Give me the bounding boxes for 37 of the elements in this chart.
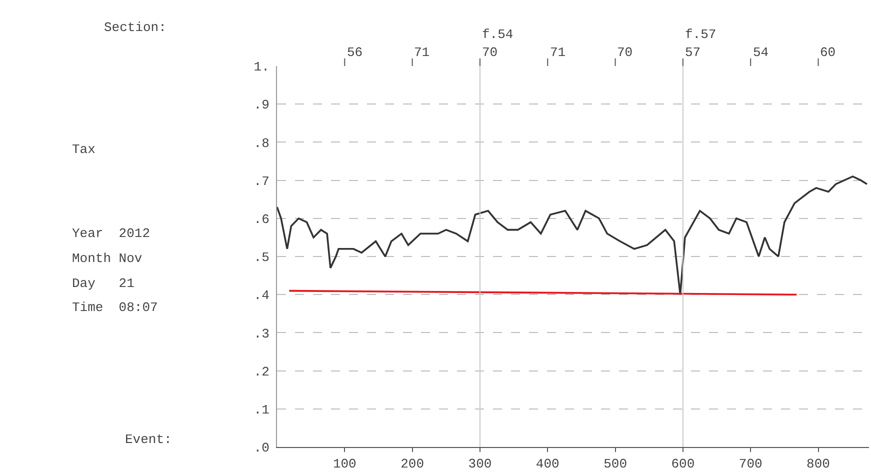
y-tick-label: .4 xyxy=(254,288,270,304)
text: Time 08:07 xyxy=(72,300,158,315)
x-tick-label: 200 xyxy=(400,456,424,472)
text: 70 xyxy=(617,45,633,60)
y-tick-label: .1 xyxy=(254,402,270,418)
ref-line-label: f.54 xyxy=(482,27,514,42)
text: 60 xyxy=(820,45,836,60)
y-tick-label: .7 xyxy=(254,174,270,189)
ref-line-label: f.57 xyxy=(685,27,716,42)
x-tick-label: 300 xyxy=(468,456,492,472)
x-tick-label: 100 xyxy=(332,456,356,472)
text: Event: xyxy=(125,432,172,447)
text: 57 xyxy=(685,45,701,60)
text: Day 21 xyxy=(72,276,135,291)
line-series xyxy=(277,176,868,296)
y-tick-label: .0 xyxy=(254,440,270,456)
x-tick-label: 500 xyxy=(604,456,627,472)
y-tick-label: .5 xyxy=(254,250,270,266)
text: 71 xyxy=(550,45,566,60)
text: Section: xyxy=(104,20,166,35)
y-tick-label: .8 xyxy=(254,136,270,151)
y-tick-label: .9 xyxy=(254,98,270,113)
text: 56 xyxy=(347,45,363,60)
x-tick-label: 700 xyxy=(738,456,762,472)
y-tick-label: 1. xyxy=(254,60,270,75)
x-tick-label: 400 xyxy=(536,456,560,472)
text: Month Nov xyxy=(72,251,142,266)
text: Year 2012 xyxy=(72,226,150,241)
y-tick-label: .3 xyxy=(254,326,270,342)
x-tick-label: 600 xyxy=(671,456,695,472)
text: Tax xyxy=(72,142,96,157)
text: 71 xyxy=(414,45,430,60)
text: 70 xyxy=(482,45,498,60)
text: 54 xyxy=(753,45,769,60)
y-tick-label: .2 xyxy=(254,364,270,380)
y-tick-label: .6 xyxy=(254,212,270,227)
x-tick-label: 800 xyxy=(806,456,830,472)
